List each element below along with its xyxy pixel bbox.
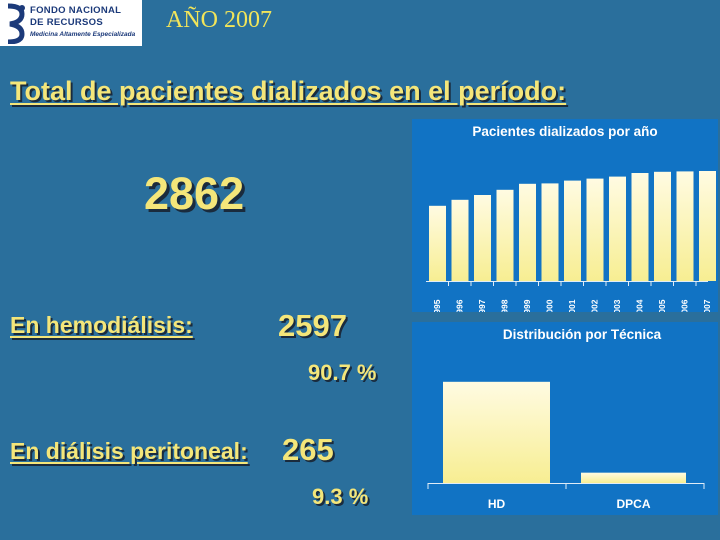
tick-label-2002: 2002: [589, 299, 599, 312]
tick-label-2006: 2006: [679, 299, 689, 312]
chart-patients-by-year: Pacientes dializados por año 1995 1996 1997…: [426, 124, 716, 312]
bar-2002: [586, 178, 604, 281]
hemodialysis-label: En hemodiálisis:: [10, 312, 193, 338]
bar-2006: [676, 171, 694, 281]
bar-1995: [429, 205, 446, 281]
tick-label-2001: 2001: [567, 299, 577, 312]
chart-title: Distribución por Técnica: [503, 327, 662, 342]
bar-1997: [474, 195, 491, 281]
chart-title: Pacientes dializados por año: [472, 124, 657, 139]
tick-label-dpca: DPCA: [616, 497, 650, 511]
hemodialysis-percent: 90.7 %: [308, 360, 377, 385]
tick-label-2005: 2005: [657, 299, 667, 312]
tick-label-2003: 2003: [612, 299, 622, 312]
hemodialysis-value: 2597: [278, 308, 347, 343]
page-heading: Total de pacientes dializados en el perí…: [10, 76, 567, 106]
year-title: AÑO 2007: [166, 7, 272, 33]
tick-label-hd: HD: [488, 497, 506, 511]
logo: FONDO NACIONAL DE RECURSOS Medicina Alta…: [0, 0, 142, 46]
tick-label-2004: 2004: [634, 299, 644, 312]
tick-label-1997: 1997: [477, 299, 487, 312]
logo-text-line1: FONDO NACIONAL: [30, 5, 122, 16]
logo-text-line2: DE RECURSOS: [30, 17, 103, 28]
logo-tagline: Medicina Altamente Especializada: [30, 31, 136, 38]
bar-1998: [496, 189, 514, 281]
total-patients-value: 2862: [144, 168, 245, 219]
peritoneal-percent: 9.3 %: [312, 484, 369, 509]
bar-2001: [564, 180, 581, 281]
bar-2007: [699, 171, 716, 281]
chart-panel-by-technique: Distribución por Técnica HD DPCA: [412, 322, 718, 515]
tick-label-2000: 2000: [544, 299, 554, 312]
peritoneal-label: En diálisis peritoneal:: [10, 438, 248, 464]
tick-label-1995: 1995: [432, 299, 442, 312]
chart-panel-by-year: Pacientes dializados por año 1995 1996 1997…: [412, 119, 718, 312]
tick-label-1999: 1999: [522, 299, 532, 312]
bar-2005: [654, 171, 671, 281]
bar-2000: [541, 183, 559, 281]
peritoneal-value: 265: [282, 432, 334, 467]
tick-label-2007: 2007: [702, 299, 712, 312]
chart-distribution-by-technique: Distribución por Técnica HD DPCA: [427, 327, 705, 511]
bar-2003: [609, 176, 626, 281]
bar-2004: [631, 173, 649, 281]
bar-1999: [519, 183, 536, 281]
logo-emblem-icon: [7, 3, 25, 44]
bar-hd: [443, 381, 550, 483]
bar-1996: [451, 199, 469, 281]
tick-label-1998: 1998: [499, 299, 509, 312]
bar-dpca: [581, 472, 686, 483]
tick-label-1996: 1996: [454, 299, 464, 312]
